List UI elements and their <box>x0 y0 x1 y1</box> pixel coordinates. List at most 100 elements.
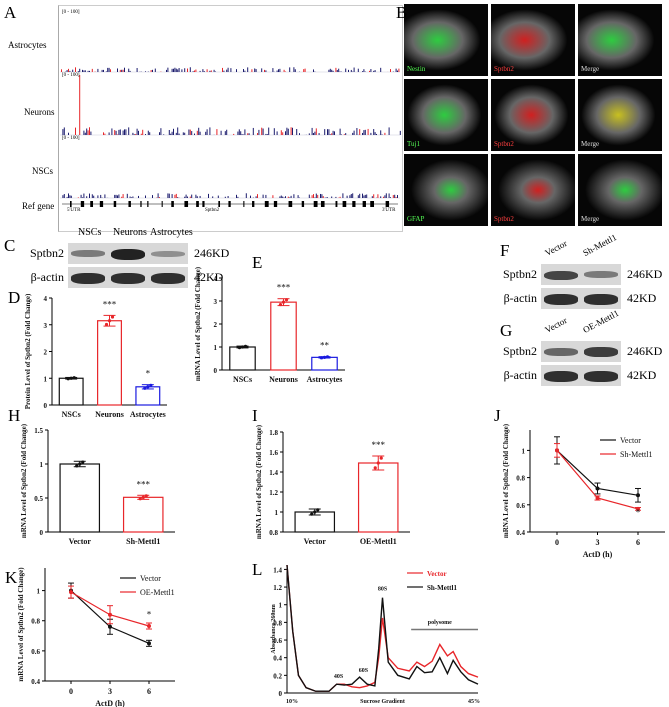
coverage-bar <box>86 128 88 135</box>
coverage-bar <box>325 197 327 198</box>
coverage-bar <box>283 197 285 198</box>
coverage-bar <box>121 196 123 198</box>
micrograph-merge: Merge <box>578 79 662 151</box>
coverage-bar <box>175 68 177 72</box>
coverage-bar <box>135 133 137 135</box>
coverage-bar <box>244 70 246 72</box>
exon <box>161 201 163 207</box>
coverage-bar <box>173 128 174 135</box>
blot-band <box>584 371 618 382</box>
bar <box>357 462 399 533</box>
coverage-bar <box>331 69 333 72</box>
coverage-bar <box>194 133 195 135</box>
coverage-bar <box>226 69 228 72</box>
coverage-bar <box>352 132 354 135</box>
micrograph-label: Merge <box>581 65 600 73</box>
data-point <box>313 510 317 514</box>
x-tick-label: Sh-Mettl1 <box>126 537 160 546</box>
coverage-bar <box>208 193 209 198</box>
exon <box>288 201 293 207</box>
coverage-bar <box>376 133 377 135</box>
coverage-bar <box>247 133 249 135</box>
panel-label-h: H <box>8 406 21 425</box>
y-tick-label: 0 <box>279 690 283 698</box>
micrograph-label: Merge <box>581 140 600 148</box>
coverage-bar <box>75 127 76 135</box>
data-point <box>379 456 383 460</box>
coverage-bar <box>362 193 363 198</box>
data-point <box>373 466 377 470</box>
coverage-bar <box>282 196 284 198</box>
coverage-bar <box>111 128 113 135</box>
coverage-bar <box>366 194 368 198</box>
coverage-bar <box>292 127 293 135</box>
exon <box>218 201 221 207</box>
micrograph-label: Sptbn2 <box>494 65 514 73</box>
coverage-bar <box>89 127 90 135</box>
coverage-bar <box>350 69 352 72</box>
y-axis-label: mRNA Level of Sptbn2 (Fold Change) <box>502 423 510 538</box>
coverage-bar <box>264 69 265 72</box>
coverage-bar <box>182 132 184 135</box>
coverage-bar <box>313 194 314 198</box>
coverage-bar <box>187 68 188 72</box>
coverage-bar <box>168 129 170 135</box>
y-tick-label: 1.2 <box>269 489 278 497</box>
coverage-bar <box>230 68 232 72</box>
panel-label-j: J <box>494 406 501 425</box>
coverage-bar <box>195 194 197 198</box>
series-line-sh-mettl1 <box>286 564 479 692</box>
coverage-bar <box>362 132 363 135</box>
y-tick-label: 0.4 <box>516 529 525 537</box>
coverage-bar <box>97 68 99 72</box>
coverage-bar <box>124 129 125 135</box>
coverage-bar <box>215 71 216 72</box>
coverage-bar <box>206 69 208 72</box>
micrograph-nestin: Nestin <box>404 4 488 76</box>
blot-size-label: 246KD <box>627 344 663 358</box>
range-label: [0 - 100] <box>62 10 80 15</box>
coverage-bar <box>329 68 331 72</box>
coverage-bar <box>91 194 93 198</box>
exon <box>342 201 347 207</box>
coverage-bar <box>175 193 177 198</box>
coverage-bar <box>304 68 306 72</box>
coverage-bar <box>373 194 375 198</box>
coverage-bar <box>290 195 292 198</box>
x-tick-label: 3 <box>108 687 112 696</box>
coverage-bar <box>350 194 352 198</box>
exon <box>252 201 255 207</box>
coverage-bar <box>332 70 334 72</box>
coverage-bar <box>210 70 212 72</box>
coverage-bar <box>265 133 267 135</box>
blot-size-label: 42KD <box>627 291 657 305</box>
coverage-bar <box>167 193 169 198</box>
coverage-bar <box>212 196 214 198</box>
coverage-bar <box>199 70 201 72</box>
legend-label: Vector <box>427 570 447 578</box>
panel-label-b: B <box>396 3 408 22</box>
coverage-bar <box>313 133 314 135</box>
coverage-bar <box>68 68 69 72</box>
data-point <box>69 376 73 380</box>
data-point <box>141 495 145 499</box>
significance-marker: * <box>146 369 151 379</box>
coverage-bar <box>348 69 349 72</box>
blot-band <box>544 348 578 356</box>
micrograph-sptbn2: Sptbn2 <box>491 154 575 226</box>
coverage-bar <box>79 68 81 72</box>
x-tick-label: Neurons <box>95 410 124 419</box>
track-label-nscs: NSCs <box>32 166 54 176</box>
coverage-bar <box>286 127 288 135</box>
coverage-bar <box>152 195 153 198</box>
coverage-bar <box>258 129 260 135</box>
coverage-bar <box>79 75 81 135</box>
legend-label: Vector <box>620 436 641 445</box>
coverage-bar <box>341 134 342 135</box>
coverage-bar <box>69 70 71 72</box>
exon <box>80 201 85 207</box>
coverage-bar <box>237 196 239 198</box>
panel-label-a: A <box>4 3 17 22</box>
micrograph-label: Nestin <box>407 65 426 73</box>
coverage-bar <box>384 132 386 135</box>
